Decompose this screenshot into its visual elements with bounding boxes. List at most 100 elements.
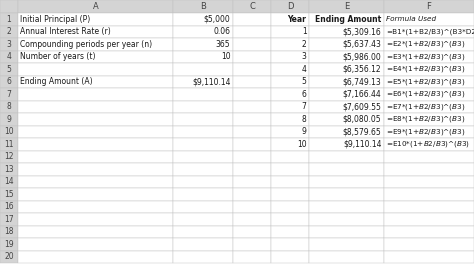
Bar [0,63,18,76]
Bar [271,188,309,201]
Bar [233,0,271,13]
Text: $9,110.14: $9,110.14 [343,140,382,149]
Text: $6,749.13: $6,749.13 [343,77,382,86]
Bar [18,88,173,100]
Text: 4: 4 [7,52,11,61]
Bar [271,0,309,13]
Text: A: A [92,2,99,11]
Bar [309,225,384,238]
Bar [173,63,233,76]
Bar [233,176,271,188]
Text: 12: 12 [4,152,14,161]
Bar [173,138,233,150]
Text: 9: 9 [7,115,11,124]
Bar [0,213,18,225]
Bar [309,63,384,76]
Bar [233,88,271,100]
Text: $9,110.14: $9,110.14 [192,77,230,86]
Bar [384,88,474,100]
Text: D: D [287,2,293,11]
Text: 5: 5 [301,77,307,86]
Bar [309,113,384,126]
Bar [18,100,173,113]
Bar [384,0,474,13]
Text: =E9*(1+$B$2/$B$3)^($B$3): =E9*(1+$B$2/$B$3)^($B$3) [386,127,466,137]
Text: 10: 10 [297,140,307,149]
Bar [271,25,309,38]
Bar [384,76,474,88]
Bar [173,150,233,163]
Bar [233,188,271,201]
Bar [0,188,18,201]
Text: 365: 365 [216,40,230,49]
Bar [18,251,173,263]
Bar [0,113,18,126]
Text: 16: 16 [4,202,14,211]
Bar [0,150,18,163]
Text: 7: 7 [301,102,307,111]
Bar [18,138,173,150]
Bar [18,163,173,176]
Bar [233,163,271,176]
Bar [271,76,309,88]
Text: 10: 10 [221,52,230,61]
Bar [18,76,173,88]
Bar [309,38,384,50]
Bar [384,38,474,50]
Bar [0,76,18,88]
Bar [173,126,233,138]
Bar [173,163,233,176]
Bar [18,126,173,138]
Bar [271,225,309,238]
Text: 10: 10 [4,127,14,136]
Text: =E7*(1+$B$2/$B$3)^($B$3): =E7*(1+$B$2/$B$3)^($B$3) [386,102,466,112]
Bar [0,138,18,150]
Bar [271,38,309,50]
Text: 6: 6 [301,90,307,99]
Text: =E10*(1+$B$2/$B$3)^($B$3): =E10*(1+$B$2/$B$3)^($B$3) [386,139,471,149]
Bar [173,251,233,263]
Text: 19: 19 [4,240,14,249]
Text: =E3*(1+$B$2/$B$3)^($B$3): =E3*(1+$B$2/$B$3)^($B$3) [386,52,466,62]
Bar [18,238,173,251]
Text: Ending Amount (A): Ending Amount (A) [20,77,93,86]
Bar [233,201,271,213]
Bar [18,113,173,126]
Bar [309,0,384,13]
Bar [271,50,309,63]
Bar [233,63,271,76]
Text: Initial Principal (P): Initial Principal (P) [20,15,91,24]
Bar [0,88,18,100]
Bar [271,150,309,163]
Text: Annual Interest Rate (r): Annual Interest Rate (r) [20,27,111,36]
Bar [173,25,233,38]
Text: 5: 5 [7,65,11,74]
Bar [309,126,384,138]
Bar [384,113,474,126]
Bar [233,126,271,138]
Text: $8,579.65: $8,579.65 [343,127,382,136]
Bar [271,88,309,100]
Bar [0,0,18,13]
Bar [233,50,271,63]
Bar [233,238,271,251]
Text: Number of years (t): Number of years (t) [20,52,96,61]
Bar [18,13,173,25]
Bar [384,25,474,38]
Bar [384,126,474,138]
Bar [0,50,18,63]
Bar [233,213,271,225]
Bar [0,251,18,263]
Bar [173,176,233,188]
Bar [309,25,384,38]
Bar [18,176,173,188]
Text: $5,000: $5,000 [204,15,230,24]
Text: =E6*(1+$B$2/$B$3)^($B$3): =E6*(1+$B$2/$B$3)^($B$3) [386,89,466,99]
Bar [384,176,474,188]
Text: E: E [344,2,349,11]
Text: 1: 1 [7,15,11,24]
Bar [271,238,309,251]
Text: $5,309.16: $5,309.16 [343,27,382,36]
Bar [384,251,474,263]
Text: Formula Used: Formula Used [386,16,437,22]
